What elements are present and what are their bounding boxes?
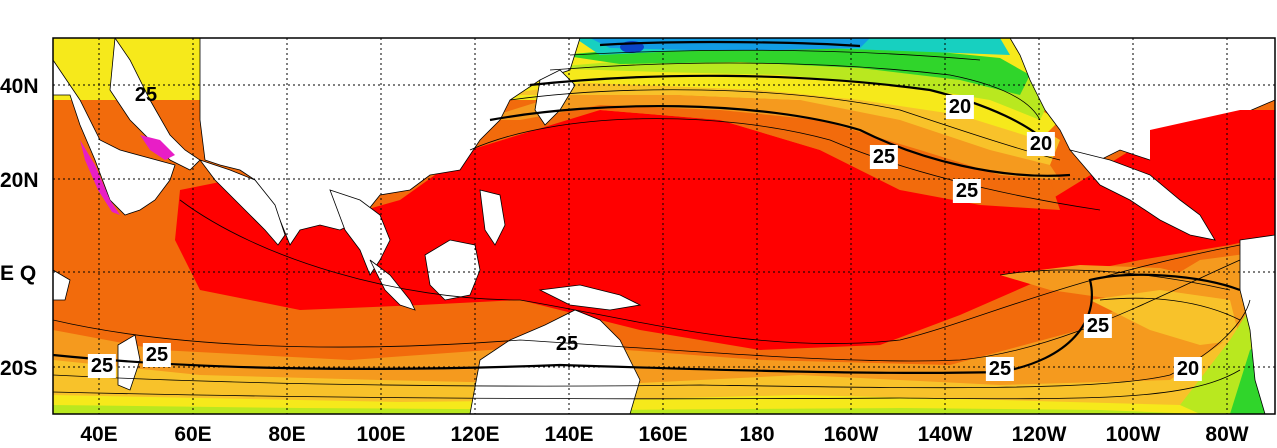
lon-label-120e: 120E	[450, 423, 500, 446]
land-australia	[469, 309, 641, 414]
lon-label-140e: 140E	[544, 423, 594, 446]
land-india	[198, 159, 286, 246]
contour-label: 20	[945, 95, 975, 119]
lon-label-140w: 140W	[917, 423, 973, 446]
contour-label: 25	[142, 343, 172, 367]
land-south-america	[1239, 234, 1275, 414]
lon-label-60e: 60E	[174, 423, 212, 446]
contour-label: 25	[1083, 314, 1113, 338]
map-frame	[52, 37, 1276, 415]
lat-label-20s: 20S	[0, 357, 38, 380]
contour-label: 20	[1026, 132, 1056, 156]
lon-label-160e: 160E	[638, 423, 688, 446]
lat-label-20n: 20N	[0, 169, 39, 192]
gulf-magenta	[80, 140, 120, 215]
land-arabia	[109, 38, 201, 171]
land-indochina	[329, 189, 391, 276]
s-ocean-lime	[53, 405, 1200, 414]
lon-label-40e: 40E	[80, 423, 118, 446]
contour-label: 20	[1173, 357, 1203, 381]
lon-label-120w: 120W	[1011, 423, 1067, 446]
contour-label: 25	[134, 84, 158, 106]
contour-label: 25	[952, 179, 982, 203]
cold-tongue-yellow	[1090, 290, 1240, 345]
lon-label-80w: 80W	[1205, 423, 1249, 446]
red-sea-magenta	[140, 135, 175, 160]
lon-label-100e: 100E	[356, 423, 406, 446]
contour-label: 25	[555, 333, 579, 355]
contour-label: 25	[985, 357, 1015, 381]
lon-label-180: 180	[739, 423, 775, 446]
graticule	[53, 38, 1275, 414]
land-new-guinea	[538, 284, 642, 311]
npac-blue	[590, 38, 870, 50]
land-mexico	[1068, 149, 1216, 241]
land-philippines	[479, 189, 506, 246]
npac-green	[560, 45, 1030, 95]
carib-hot	[1150, 110, 1275, 220]
land-africa	[53, 38, 176, 301]
npac-warm	[470, 105, 1060, 210]
lon-label-80e: 80E	[268, 423, 306, 446]
contour-lines	[53, 40, 1251, 400]
lat-label-40n: 40N	[0, 75, 39, 98]
land-borneo	[424, 239, 481, 301]
lat-label-eq: E Q	[0, 262, 37, 285]
lon-label-100w: 100W	[1105, 423, 1161, 446]
land-sumatra	[369, 259, 416, 311]
lon-label-160w: 160W	[823, 423, 879, 446]
contour-label: 25	[87, 354, 117, 378]
contour-label: 25	[869, 145, 899, 169]
